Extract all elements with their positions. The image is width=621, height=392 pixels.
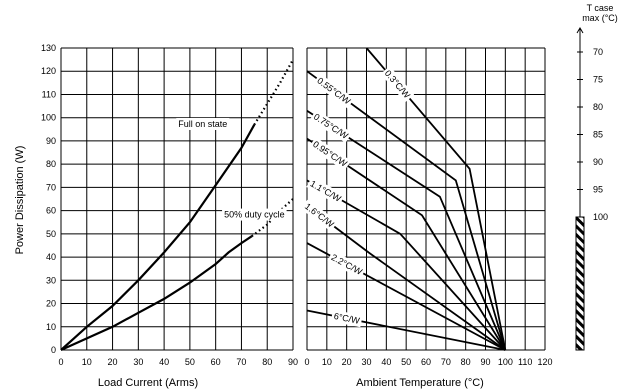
right-x-tick-label: 70: [441, 357, 451, 367]
left-x-tick-label: 80: [262, 357, 272, 367]
rth-line-2: [306, 70, 507, 351]
right-x-tick-label: 50: [401, 357, 411, 367]
right-x-axis-label: Ambient Temperature (°C): [356, 377, 484, 389]
left-x-tick-label: 50: [185, 357, 195, 367]
tcase-tick-label: 75: [593, 75, 603, 85]
rth-label-bg: [309, 109, 353, 143]
rth-label-group: 1.1°C/W: [306, 176, 345, 206]
y-tick-label: 100: [41, 113, 56, 123]
tcase-tick-label: 95: [593, 185, 603, 195]
rth-label-group: 1.6°C/W: [300, 199, 338, 232]
series-label-2: 50% duty cycle: [224, 210, 285, 220]
right-x-tick-label: 30: [361, 357, 371, 367]
y-tick-label: 30: [46, 275, 56, 285]
right-x-tick-label: 120: [537, 357, 552, 367]
rth-label-bg: [380, 66, 415, 103]
rth-label-bg: [306, 176, 345, 206]
y-tick-label: 70: [46, 182, 56, 192]
left-x-axis-label: Load Current (Arms): [98, 377, 198, 389]
left-x-tick-label: 70: [236, 357, 246, 367]
right-x-tick-label: 20: [342, 357, 352, 367]
tcase-tick-label: 85: [593, 130, 603, 140]
right-x-tick-label: 10: [322, 357, 332, 367]
y-tick-label: 120: [41, 66, 56, 76]
y-tick-label: 10: [46, 322, 56, 332]
rth-line-1: [365, 47, 507, 351]
left-x-tick-label: 0: [58, 357, 63, 367]
left-plot-grid: [60, 47, 294, 351]
rth-line-3: [306, 109, 507, 351]
left-x-tick-label: 90: [288, 357, 298, 367]
left-x-tick-label: 60: [211, 357, 221, 367]
rth-label-1: 0.3°C/W: [383, 68, 413, 100]
left-plot-curves: Full on state 50% duty cycle: [60, 59, 294, 352]
right-x-tick-label: 60: [421, 357, 431, 367]
tcase-title-line1: T case: [587, 3, 614, 13]
tcase-title-line2: max (°C): [582, 13, 618, 23]
y-tick-label: 110: [42, 89, 56, 99]
series-label-bg: [176, 117, 230, 130]
rth-label-group: 0.55°C/W: [313, 73, 355, 109]
y-axis-label: Power Dissipation (W): [14, 146, 26, 255]
right-x-tick-label: 100: [498, 357, 513, 367]
series-line-1: [60, 124, 256, 351]
right-x-tick-label: 40: [381, 357, 391, 367]
rth-label-bg: [327, 250, 367, 279]
rth-label-bg: [308, 137, 352, 171]
y-tick-label: 20: [46, 299, 56, 309]
series-extrapolation-1: [253, 59, 294, 126]
y-tick-label: 60: [46, 206, 56, 216]
rth-label-group: 6°C/W: [330, 309, 363, 328]
right-plot-grid: [306, 47, 546, 351]
tcase-tick-label: 100: [593, 212, 608, 222]
y-tick-label: 40: [46, 252, 56, 262]
tcase-arrow-icon: [576, 27, 584, 34]
rth-label-6: 1.6°C/W: [303, 201, 336, 230]
left-x-tick-label: 20: [108, 357, 118, 367]
rth-label-bg: [313, 73, 355, 109]
tcase-hatch-bar: [575, 216, 585, 351]
left-x-tick-label: 40: [159, 357, 169, 367]
right-plot-curves: 0.3°C/W0.55°C/W0.75°C/W0.95°C/W1.1°C/W1.…: [300, 47, 507, 351]
tcase-tick-label: 90: [593, 157, 603, 167]
left-x-tick-label: 10: [82, 357, 92, 367]
y-tick-label: 0: [51, 345, 56, 355]
y-tick-label: 80: [46, 159, 56, 169]
rth-label-bg: [330, 309, 363, 328]
rth-label-3: 0.75°C/W: [312, 112, 350, 142]
rth-label-5: 1.1°C/W: [309, 178, 344, 204]
series-label-bg: [222, 208, 287, 221]
right-x-tick-label: 110: [518, 357, 532, 367]
y-tick-label: 50: [46, 229, 56, 239]
right-x-tick-label: 0: [304, 357, 309, 367]
tcase-tick-label: 80: [593, 102, 603, 112]
right-x-tick-label: 80: [461, 357, 471, 367]
series-line-2: [60, 235, 253, 352]
left-x-tick-label: 30: [133, 357, 143, 367]
series-extrapolation-2: [251, 198, 294, 238]
tcase-tick-label: 70: [593, 47, 603, 57]
series-label-1: Full on state: [178, 119, 227, 129]
y-tick-label: 90: [46, 136, 56, 146]
y-tick-label: 130: [41, 43, 56, 53]
right-x-tick-label: 90: [480, 357, 490, 367]
rth-label-bg: [300, 199, 338, 232]
